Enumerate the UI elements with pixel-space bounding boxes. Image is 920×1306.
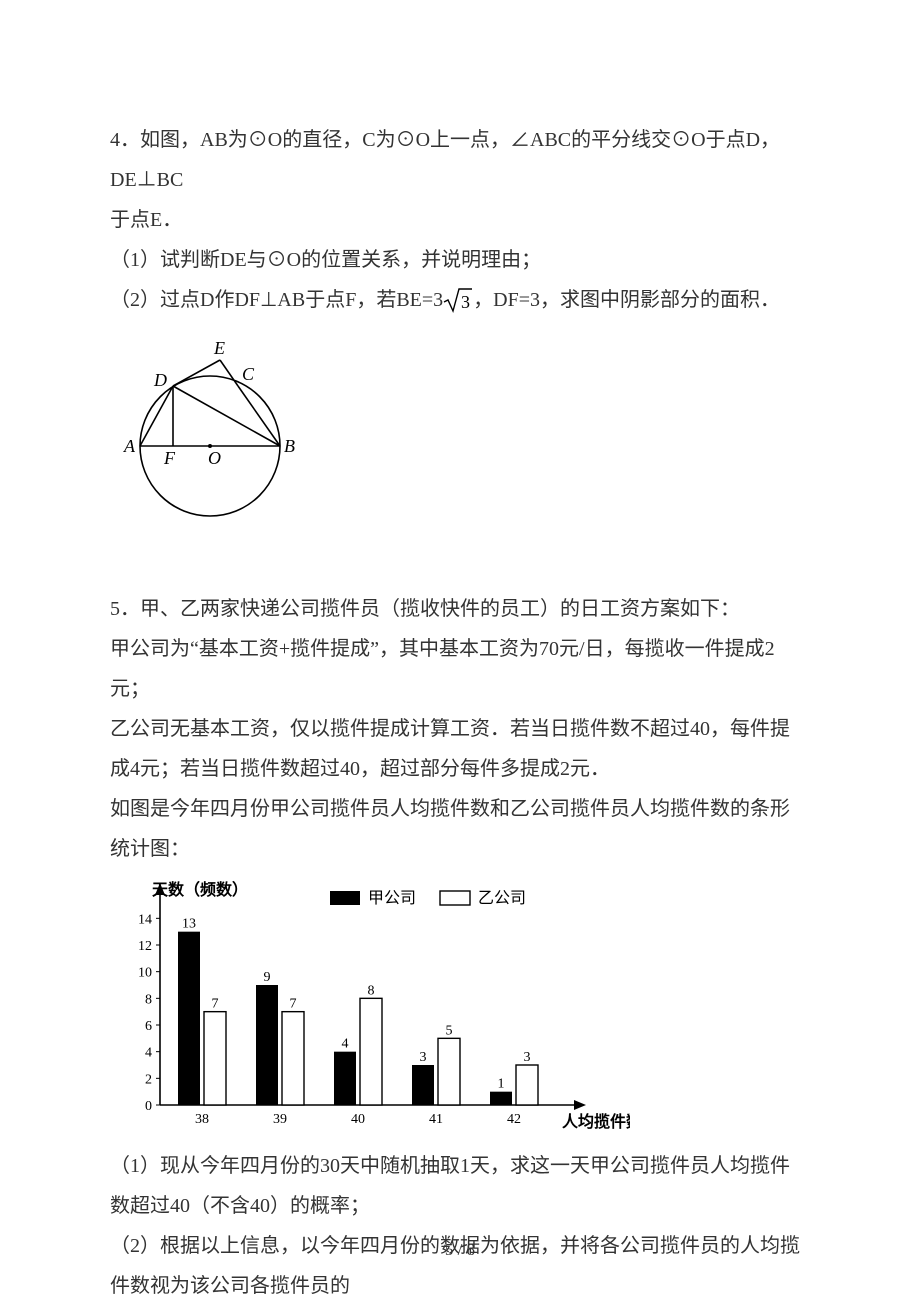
bar-yi (360, 998, 382, 1105)
x-tick-label: 41 (429, 1112, 443, 1127)
p4-figure: A B C D E F O (110, 336, 810, 541)
legend-yi-label: 乙公司 (478, 890, 526, 907)
p5-stem-2: 甲公司为“基本工资+揽件提成”，其中基本工资为70元/日，每揽收一件提成2 (110, 629, 810, 669)
line-ce (220, 360, 238, 386)
label-f: F (163, 448, 176, 468)
bar-jia (178, 932, 200, 1105)
problem-5: 5．甲、乙两家快递公司揽件员（揽收快件的员工）的日工资方案如下： 甲公司为“基本… (110, 589, 810, 1306)
bar-yi-value: 3 (524, 1050, 531, 1065)
y-axis-label: 天数（频数） (152, 880, 248, 899)
p4-stem-line1: 4．如图，AB为⊙O的直径，C为⊙O上一点，∠ABC的平分线交⊙O于点D，DE⊥… (110, 120, 810, 200)
p5-stem-6: 如图是今年四月份甲公司揽件员人均揽件数和乙公司揽件员人均揽件数的条形 (110, 789, 810, 829)
p4-q2-post: ，DF=3，求图中阴影部分的面积． (473, 289, 780, 311)
bar-jia (490, 1092, 512, 1105)
legend-jia-swatch (330, 891, 360, 905)
bar-jia (256, 985, 278, 1105)
problem-4: 4．如图，AB为⊙O的直径，C为⊙O上一点，∠ABC的平分线交⊙O于点D，DE⊥… (110, 120, 810, 541)
y-tick-label: 0 (145, 1099, 152, 1114)
bar-jia (334, 1052, 356, 1105)
legend-yi-swatch (440, 891, 470, 905)
p5-q1a: （1）现从今年四月份的30天中随机抽取1天，求这一天甲公司揽件员人均揽件 (110, 1146, 810, 1186)
page-footer: 5 / 8 (0, 1240, 920, 1260)
y-tick-label: 4 (145, 1046, 152, 1061)
bar-jia-value: 1 (498, 1077, 505, 1092)
bar-yi (438, 1038, 460, 1105)
bar-jia (412, 1065, 434, 1105)
bar-yi (516, 1065, 538, 1105)
bar-yi-value: 8 (368, 983, 375, 998)
y-tick-label: 12 (138, 939, 152, 954)
line-ad (140, 386, 173, 446)
sqrt-icon: 3 (443, 286, 473, 328)
sqrt-radicand: 3 (461, 292, 470, 312)
bar-jia-value: 4 (342, 1037, 349, 1052)
line-de (173, 360, 220, 386)
x-tick-label: 38 (195, 1112, 209, 1127)
p5-q1b: 数超过40（不含40）的概率； (110, 1186, 810, 1226)
y-tick-label: 10 (138, 966, 152, 981)
x-tick-label: 40 (351, 1112, 365, 1127)
y-tick-label: 2 (145, 1072, 152, 1087)
bar-yi (282, 1012, 304, 1105)
p5-stem-3: 元； (110, 669, 810, 709)
bar-yi-value: 7 (290, 997, 297, 1012)
label-d: D (153, 370, 167, 390)
legend-jia-label: 甲公司 (368, 890, 416, 907)
p5-stem-5: 成4元；若当日揽件数超过40，超过部分每件多提成2元． (110, 749, 810, 789)
bar-jia-value: 13 (182, 917, 196, 932)
label-a: A (123, 436, 136, 456)
p5-stem-7: 统计图： (110, 829, 810, 869)
bar-yi (204, 1012, 226, 1105)
bar-jia-value: 3 (420, 1050, 427, 1065)
p5-stem-4: 乙公司无基本工资，仅以揽件提成计算工资．若当日揽件数不超过40，每件提 (110, 709, 810, 749)
label-b: B (284, 436, 295, 456)
p4-q2: （2）过点D作DF⊥AB于点F，若BE=3 3 ，DF=3，求图中阴影部分的面积… (110, 280, 810, 328)
p4-stem-line2: 于点E． (110, 200, 810, 240)
p5-bar-chart: 天数（频数）02468101214甲公司乙公司13738973948403541… (110, 875, 810, 1140)
y-tick-label: 8 (145, 992, 152, 1007)
y-tick-label: 14 (138, 912, 152, 927)
p4-q1: （1）试判断DE与⊙O的位置关系，并说明理由； (110, 240, 810, 280)
bar-jia-value: 9 (264, 970, 271, 985)
p4-q2-pre: （2）过点D作DF⊥AB于点F，若BE=3 (110, 289, 443, 311)
x-arrow-icon (574, 1100, 586, 1110)
y-tick-label: 6 (145, 1019, 152, 1034)
p5-q2b: 件数视为该公司各揽件员的 (110, 1266, 810, 1306)
label-e: E (213, 338, 225, 358)
x-axis-label: 人均揽件数 (562, 1112, 630, 1131)
bar-yi-value: 7 (212, 997, 219, 1012)
label-c: C (242, 364, 255, 384)
bar-yi-value: 5 (446, 1023, 453, 1038)
x-tick-label: 39 (273, 1112, 287, 1127)
label-o: O (208, 448, 221, 468)
x-tick-label: 42 (507, 1112, 521, 1127)
line-bd (173, 386, 280, 446)
p5-stem-1: 5．甲、乙两家快递公司揽件员（揽收快件的员工）的日工资方案如下： (110, 589, 810, 629)
